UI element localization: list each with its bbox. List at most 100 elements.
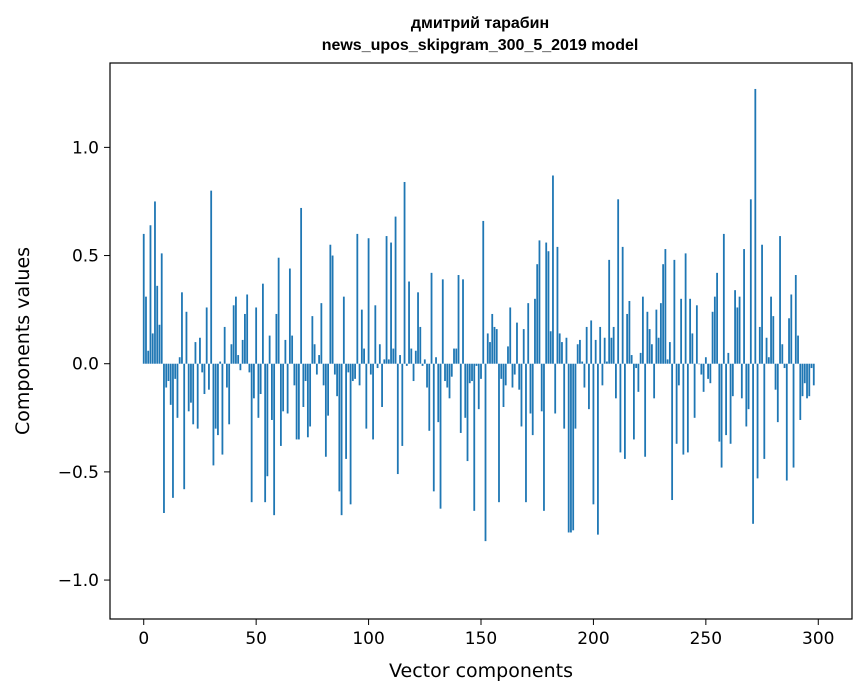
bar <box>518 363 521 390</box>
bar <box>237 355 240 364</box>
bar <box>196 363 199 429</box>
bar <box>558 333 561 364</box>
bar <box>641 296 644 364</box>
bar <box>190 363 192 403</box>
bar <box>372 363 374 440</box>
bar <box>698 363 700 365</box>
bar <box>583 363 586 388</box>
bar <box>502 363 505 407</box>
bar <box>471 363 473 382</box>
bar <box>662 264 665 364</box>
bar <box>666 359 669 364</box>
bar <box>570 363 572 533</box>
bar <box>446 363 449 388</box>
bar <box>677 363 680 386</box>
bar <box>367 238 370 364</box>
bar <box>482 220 485 364</box>
bar <box>657 337 660 364</box>
bar <box>437 363 440 423</box>
bar <box>729 363 732 444</box>
bar <box>731 363 734 397</box>
bar <box>178 357 181 364</box>
bar <box>538 240 541 364</box>
bar <box>455 348 458 364</box>
bar <box>675 363 678 444</box>
bar <box>752 363 754 524</box>
bar <box>579 339 581 364</box>
x-tick-label: 100 <box>352 629 384 649</box>
bar <box>309 363 312 427</box>
bar <box>529 363 532 414</box>
bar <box>783 363 786 369</box>
bar <box>498 363 500 503</box>
bar <box>536 264 539 364</box>
bar <box>313 344 316 364</box>
bar <box>327 363 329 416</box>
bar <box>230 344 233 364</box>
bar <box>419 326 422 364</box>
bar <box>626 313 629 364</box>
y-tick-label: 0.0 <box>72 355 99 375</box>
bar <box>473 363 476 511</box>
bar <box>603 337 606 364</box>
bar <box>754 88 757 364</box>
bar <box>232 305 235 364</box>
bar <box>466 363 469 462</box>
bar <box>383 359 386 364</box>
bar <box>507 346 509 364</box>
bar <box>405 363 408 366</box>
bar <box>270 363 273 420</box>
plot-frame <box>109 62 853 620</box>
bar <box>545 242 548 364</box>
bar <box>695 305 698 364</box>
bar <box>635 363 638 369</box>
bar <box>297 363 300 440</box>
bar <box>630 355 633 364</box>
bar <box>561 342 563 364</box>
bar <box>772 316 775 364</box>
bar <box>644 363 647 457</box>
bar <box>282 363 285 412</box>
bar <box>167 363 170 382</box>
bar <box>785 363 788 481</box>
bar <box>457 275 460 364</box>
bar <box>648 329 651 364</box>
bar <box>365 363 368 429</box>
bar <box>241 339 244 364</box>
bar <box>531 363 534 436</box>
bar <box>212 363 215 466</box>
bar <box>480 363 482 379</box>
bar <box>513 363 516 375</box>
bar <box>684 253 687 364</box>
bar <box>304 363 307 382</box>
bar <box>617 199 620 364</box>
bar <box>275 313 278 364</box>
bar <box>444 363 446 382</box>
bar <box>621 246 624 364</box>
bar <box>181 292 183 364</box>
bar <box>306 363 309 438</box>
bar <box>543 363 545 511</box>
bar <box>572 363 575 531</box>
bar <box>462 279 464 364</box>
bar <box>606 361 608 364</box>
bar <box>214 363 217 429</box>
bar <box>450 363 453 377</box>
bar <box>608 259 611 364</box>
bar <box>199 337 201 364</box>
bar <box>585 326 588 364</box>
bar <box>428 363 431 431</box>
bar <box>203 363 206 395</box>
bar <box>486 333 489 364</box>
bar <box>273 363 276 516</box>
bar <box>725 363 727 436</box>
bar <box>588 363 590 410</box>
bar <box>639 352 642 364</box>
bar <box>491 313 494 364</box>
bar <box>633 363 635 440</box>
bar <box>338 363 341 492</box>
x-tick-label: 300 <box>802 629 834 649</box>
bar <box>410 348 413 364</box>
x-tick-label: 0 <box>138 629 149 649</box>
